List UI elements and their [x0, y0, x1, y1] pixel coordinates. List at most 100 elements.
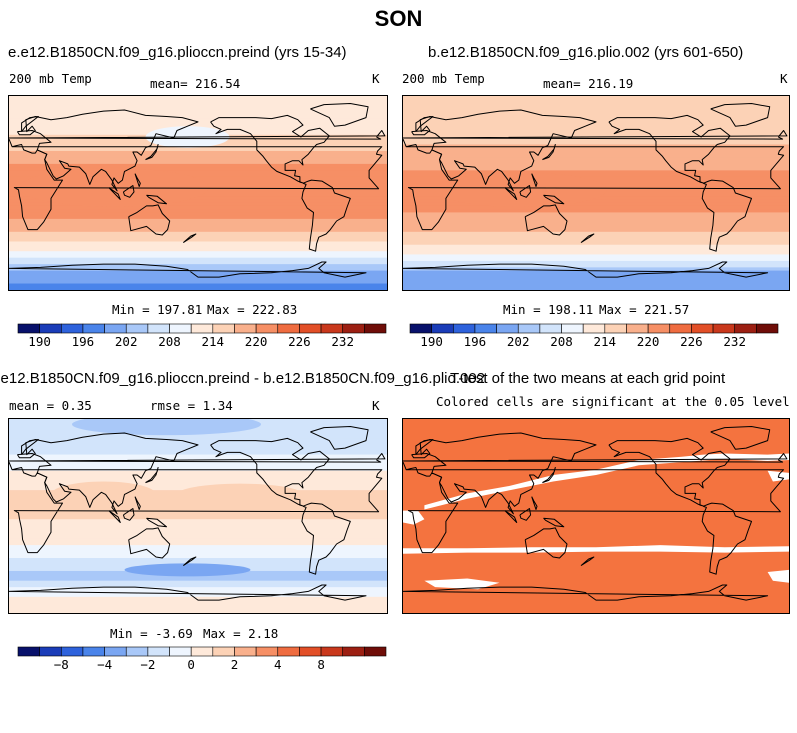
colorbar-swatch: [452, 323, 476, 334]
field-band: [9, 102, 387, 107]
field-band: [9, 267, 387, 272]
field-band: [9, 541, 387, 546]
field-band: [403, 267, 789, 272]
field-band: [403, 196, 789, 201]
coastlines: [403, 426, 788, 601]
panel1-max-label: Max = 222.83: [207, 302, 298, 317]
field-band: [9, 590, 387, 595]
panel1-map: [8, 95, 388, 291]
coastline-segment: [9, 138, 383, 231]
coastline-segment: [182, 233, 197, 244]
coastline-segment: [301, 502, 351, 575]
colorbar-swatch: [342, 646, 365, 657]
coastline-segment: [519, 508, 532, 521]
field-band: [9, 551, 387, 556]
coastline-segment: [543, 517, 565, 528]
panel3-max-label: Max = 2.18: [203, 626, 279, 641]
coastline-segment: [9, 261, 367, 278]
colorbar-tick-label: 232: [331, 334, 354, 349]
panel2-mean-label: mean= 216.19: [543, 76, 634, 91]
panel4-title: T-test of the two means at each grid poi…: [450, 370, 726, 387]
colorbar-tick-label: 2: [231, 657, 239, 672]
colorbar-swatch: [561, 323, 584, 334]
field-band: [9, 561, 387, 566]
field-band: [9, 115, 387, 120]
coastline-segment: [403, 584, 769, 601]
field-band: [403, 205, 789, 210]
colorbar-swatch: [60, 323, 84, 334]
colorbar-swatch: [82, 646, 105, 657]
field-band: [403, 212, 789, 217]
field-anomaly: [51, 481, 156, 508]
field-band: [403, 167, 789, 171]
colorbar-swatch: [82, 323, 105, 334]
colorbar-swatch: [409, 323, 432, 334]
field-band: [9, 522, 387, 527]
field-band: [403, 254, 789, 259]
field-anomaly: [72, 419, 261, 436]
field-band: [9, 603, 387, 608]
coastline-segment: [134, 173, 141, 187]
field-band: [403, 222, 789, 226]
field-band: [9, 280, 387, 285]
field-band: [403, 277, 789, 281]
colorbar-tick-label: 0: [187, 657, 195, 672]
field-band: [9, 483, 387, 488]
field-band: [9, 196, 387, 201]
colorbar-swatch: [60, 646, 84, 657]
coastline-segment: [504, 510, 518, 523]
field-band: [9, 480, 387, 485]
field-band: [9, 593, 387, 598]
field-anomaly: [177, 483, 303, 506]
coastline-segment: [310, 103, 369, 127]
colorbar-tick-label: 196: [72, 334, 95, 349]
coastline-segment: [134, 496, 141, 510]
field-band: [403, 108, 789, 113]
field-band: [9, 212, 387, 217]
field-band: [403, 150, 789, 155]
colorbar-swatch: [604, 323, 627, 334]
field-band: [9, 228, 387, 233]
field-band: [9, 609, 387, 613]
coastline-segment: [519, 185, 532, 198]
field-band: [9, 273, 387, 278]
coastline-segment: [608, 437, 731, 507]
coastline-segment: [210, 114, 330, 184]
field-band: [403, 235, 789, 239]
colorbar-swatch: [734, 323, 757, 334]
coastline-segment: [543, 194, 565, 205]
colorbar-swatch: [125, 646, 149, 657]
colorbar-tick-label: 208: [550, 334, 573, 349]
field-band: [9, 150, 387, 155]
panel4-subtitle: Colored cells are significant at the 0.0…: [436, 394, 790, 409]
panel3-mean-label: mean = 0.35: [9, 398, 92, 413]
field-band: [9, 441, 387, 446]
coastline-segment: [21, 116, 39, 132]
coastline-segment: [403, 453, 788, 463]
colorbar-tick-label: 214: [594, 334, 617, 349]
colorbar-swatch: [647, 323, 671, 334]
colorbar-swatch: [147, 646, 170, 657]
colorbar-swatch: [169, 646, 192, 657]
field-band: [9, 264, 387, 268]
panel2-variable-label: 200 mb Temp: [402, 71, 485, 86]
coastline-segment: [524, 204, 568, 236]
field-band: [403, 270, 789, 275]
field-band: [403, 99, 789, 104]
coastlines: [9, 103, 386, 278]
colorbar-swatch: [125, 323, 149, 334]
coastline-segment: [542, 144, 556, 161]
field-band: [9, 222, 387, 226]
coastline-segment: [182, 556, 197, 567]
field-band: [403, 176, 789, 181]
field-band: [9, 580, 387, 585]
field-band: [403, 170, 789, 175]
field-band: [9, 260, 387, 265]
field-band: [9, 147, 387, 152]
field-band: [9, 558, 387, 562]
coastline-segment: [122, 185, 135, 198]
field-band: [9, 202, 387, 207]
field-band: [9, 231, 387, 236]
field-band: [403, 96, 789, 100]
colorbar-tick-label: 4: [274, 657, 282, 672]
